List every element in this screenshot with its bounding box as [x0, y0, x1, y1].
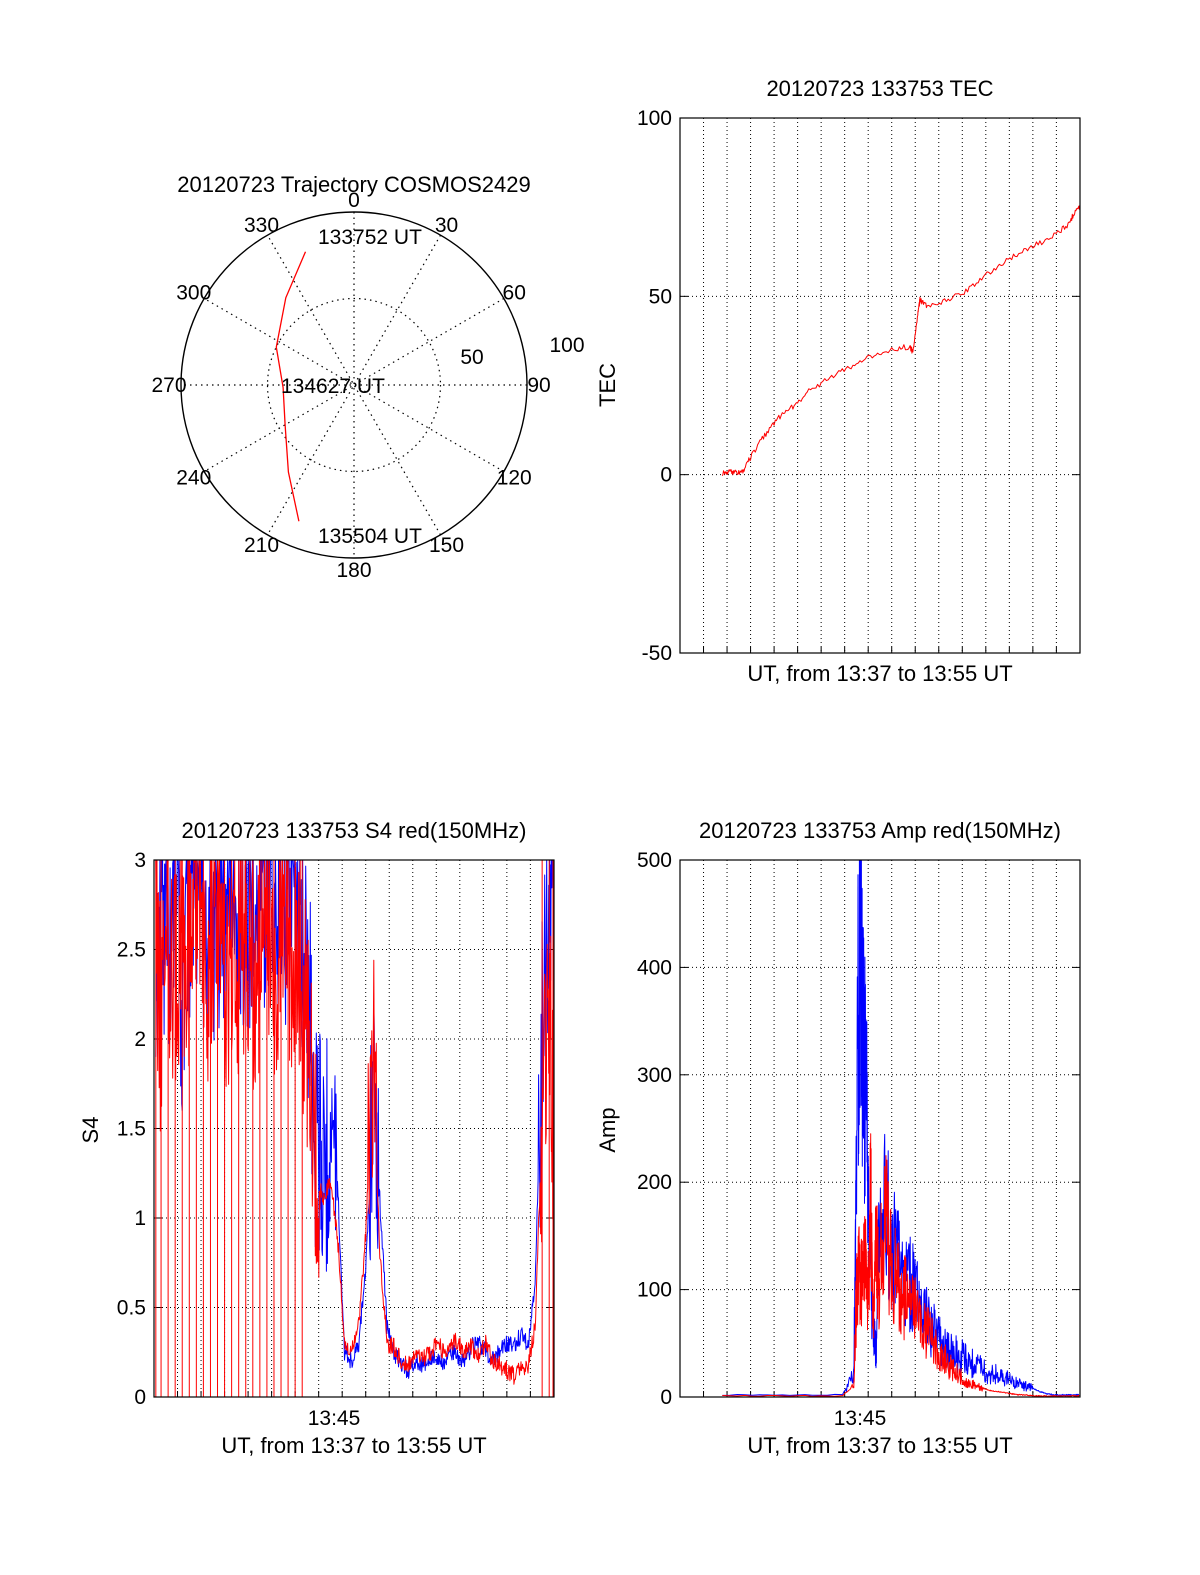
s4-ytick-label: 0	[134, 1386, 146, 1409]
trajectory-annotation-end: 135504 UT	[318, 525, 422, 548]
amp-ytick-label: 200	[637, 1171, 672, 1194]
amp-ytick-label: 100	[637, 1279, 672, 1302]
tec-ytick-label: 50	[649, 285, 672, 308]
trajectory-annotation-mid: 134627 UT	[281, 375, 385, 398]
s4-ytick-label: 0.5	[117, 1297, 146, 1320]
s4-x-tick-label: 13:45	[308, 1407, 361, 1430]
s4-panel: 20120723 133753 S4 red(150MHz) 0 0.5 1 1.5 2…	[78, 818, 555, 1458]
polar-radial-label-100: 100	[549, 334, 584, 357]
amp-ytick-label: 500	[637, 849, 672, 872]
polar-radial-label-50: 50	[460, 346, 483, 369]
s4-ytick-label: 3	[134, 849, 146, 872]
tec-title: 20120723 133753 TEC	[766, 76, 993, 101]
tec-y-axis-label: TEC	[595, 363, 620, 407]
polar-angle-label: 120	[497, 467, 532, 490]
tec-series	[721, 205, 1081, 476]
s4-series	[155, 859, 554, 1397]
tec-ytick-label: -50	[642, 642, 672, 665]
tec-series-line	[721, 205, 1081, 476]
trajectory-series	[275, 251, 307, 522]
polar-angle-label: 150	[429, 534, 464, 557]
polar-angle-label: 210	[244, 534, 279, 557]
amp-y-tick-labels: 0 100 200 300 400 500	[637, 849, 672, 1409]
tec-grid	[680, 117, 1080, 654]
polar-angle-label: 90	[527, 374, 550, 397]
polar-angle-label: 60	[503, 282, 526, 305]
s4-grid	[154, 859, 554, 1398]
tec-ytick-label: 100	[637, 107, 672, 130]
s4-series-line	[155, 859, 554, 1379]
amp-ytick-label: 400	[637, 956, 672, 979]
polar-angle-label: 330	[244, 214, 279, 237]
s4-y-axis-label: S4	[78, 1117, 103, 1144]
s4-ytick-label: 2.5	[117, 939, 146, 962]
polar-angle-labels: 0 30 60 90 120 150 180 210 240 270 300 330	[151, 189, 550, 582]
tec-ytick-label: 0	[660, 464, 672, 487]
polar-grid	[180, 211, 528, 559]
amp-series	[722, 859, 1080, 1397]
amp-series-line	[722, 1133, 1080, 1397]
trajectory-annotation-start: 133752 UT	[318, 226, 422, 249]
s4-ytick-label: 1.5	[117, 1118, 146, 1141]
amp-ytick-label: 0	[660, 1386, 672, 1409]
polar-angle-label: 240	[176, 467, 211, 490]
amp-grid	[680, 859, 1080, 1398]
tec-y-tick-labels: -50 0 50 100	[637, 107, 672, 665]
amp-title: 20120723 133753 Amp red(150MHz)	[699, 818, 1061, 843]
tec-x-axis-label: UT, from 13:37 to 13:55 UT	[747, 661, 1012, 686]
s4-plot-frame	[153, 859, 555, 1398]
trajectory-line	[275, 251, 307, 522]
trajectory-panel: 20120723 Trajectory COSMOS2429 0 30 60 90 12…	[151, 172, 584, 582]
trajectory-title: 20120723 Trajectory COSMOS2429	[177, 172, 530, 197]
polar-angle-label: 30	[435, 214, 458, 237]
s4-ytick-label: 2	[134, 1028, 146, 1051]
polar-angle-label: 270	[151, 374, 186, 397]
tec-plot-frame	[679, 117, 1081, 654]
amp-series-line	[722, 859, 1080, 1396]
amp-y-axis-label: Amp	[595, 1107, 620, 1152]
amp-x-axis-label: UT, from 13:37 to 13:55 UT	[747, 1433, 1012, 1458]
s4-series-line	[155, 859, 554, 1385]
s4-ytick-label: 1	[134, 1207, 146, 1230]
amp-panel: 20120723 133753 Amp red(150MHz) 0 100 200 3…	[595, 818, 1081, 1458]
s4-x-axis-label: UT, from 13:37 to 13:55 UT	[221, 1433, 486, 1458]
amp-ytick-label: 300	[637, 1064, 672, 1087]
amp-plot-frame	[679, 859, 1081, 1398]
polar-angle-label: 0	[348, 189, 360, 212]
polar-ring-50	[266, 297, 442, 473]
tec-panel: 20120723 133753 TEC -50 0 50 100 TEC UT, fr…	[595, 76, 1081, 686]
s4-y-tick-labels: 0 0.5 1 1.5 2 2.5 3	[117, 849, 146, 1409]
polar-angle-label: 300	[176, 282, 211, 305]
polar-angle-label: 180	[336, 559, 371, 582]
s4-title: 20120723 133753 S4 red(150MHz)	[182, 818, 527, 843]
amp-x-tick-label: 13:45	[834, 1407, 887, 1430]
